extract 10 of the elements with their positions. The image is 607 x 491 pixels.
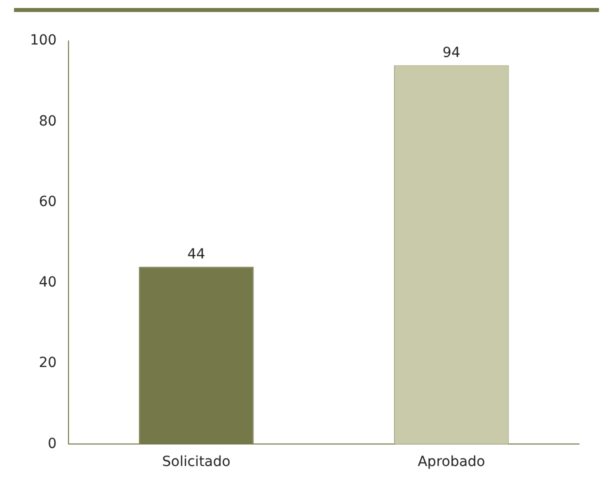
data-label: 44 [187,246,206,262]
x-tick-label: Aprobado [418,454,486,470]
y-tick-label: 60 [38,194,57,210]
y-tick-label: 80 [38,113,57,130]
y-tick-label: 20 [38,355,57,372]
x-tick-label: Solicitado [162,454,230,470]
y-tick-label: 40 [38,274,57,291]
data-label: 94 [442,44,460,61]
y-tick-label: 100 [30,32,57,49]
y-tick-label: 0 [48,436,57,452]
